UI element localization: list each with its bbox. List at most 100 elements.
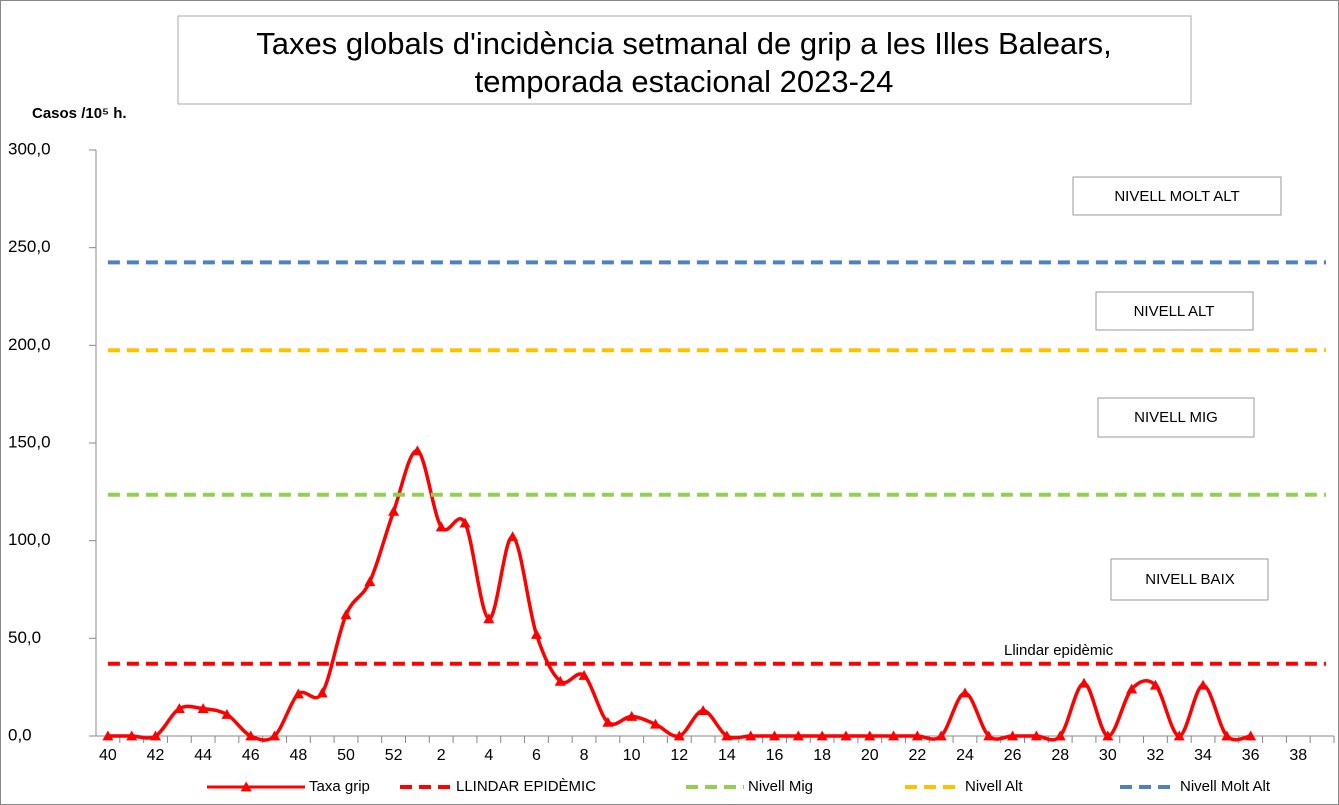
marker — [1245, 730, 1257, 741]
marker — [411, 445, 423, 456]
marker — [816, 730, 828, 741]
marker — [1126, 683, 1138, 694]
x-tick-label: 14 — [718, 747, 736, 764]
marker — [1007, 730, 1019, 741]
marker — [1030, 730, 1042, 741]
legend-label: Nivell Alt — [965, 778, 1023, 795]
x-tick-label: 32 — [1147, 747, 1165, 764]
marker — [1054, 730, 1066, 741]
legend-label: Taxa grip — [309, 778, 370, 795]
marker — [745, 730, 757, 741]
marker — [721, 730, 733, 741]
level-label: NIVELL ALT — [1134, 303, 1215, 320]
x-tick-label: 42 — [147, 747, 165, 764]
x-tick-label: 28 — [1051, 747, 1069, 764]
marker — [792, 730, 804, 741]
x-tick-label: 16 — [766, 747, 784, 764]
marker — [673, 730, 685, 741]
marker — [173, 703, 185, 714]
level-box — [1097, 397, 1255, 438]
marker — [435, 521, 447, 532]
x-tick-label: 44 — [194, 747, 212, 764]
marker — [340, 609, 352, 620]
y-tick-label: 50,0 — [8, 628, 41, 647]
title-box — [177, 15, 1192, 105]
marker — [935, 730, 947, 741]
marker — [697, 705, 709, 716]
y-tick-label: 250,0 — [8, 237, 51, 256]
marker — [483, 613, 495, 624]
x-tick-label: 2 — [437, 747, 446, 764]
y-tick-label: 0,0 — [8, 725, 32, 744]
marker — [1078, 677, 1090, 688]
level-label: NIVELL BAIX — [1145, 571, 1235, 588]
marker — [150, 730, 162, 741]
marker — [554, 675, 566, 686]
y-axis-label: Casos /10⁵ h. — [32, 105, 127, 122]
legend-label: Nivell Mig — [748, 778, 813, 795]
x-tick-label: 48 — [289, 747, 307, 764]
level-label: NIVELL MOLT ALT — [1114, 188, 1239, 205]
x-tick-label: 24 — [956, 747, 974, 764]
legend-label: Nivell Molt Alt — [1180, 778, 1271, 795]
level-box — [1110, 558, 1269, 601]
marker — [1149, 679, 1161, 690]
x-tick-label: 34 — [1194, 747, 1212, 764]
marker — [245, 730, 257, 741]
y-tick-label: 300,0 — [8, 139, 51, 158]
x-tick-label: 40 — [99, 747, 117, 764]
marker — [1197, 679, 1209, 690]
marker — [888, 730, 900, 741]
x-tick-label: 8 — [580, 747, 589, 764]
marker — [769, 730, 781, 741]
marker — [126, 730, 138, 741]
marker — [626, 710, 638, 721]
marker — [459, 517, 471, 528]
marker — [911, 730, 923, 741]
x-tick-label: 36 — [1242, 747, 1260, 764]
marker — [983, 730, 995, 741]
x-tick-label: 22 — [908, 747, 926, 764]
x-tick-label: 52 — [385, 747, 403, 764]
level-label: NIVELL MIG — [1134, 409, 1218, 426]
y-tick-label: 150,0 — [8, 432, 51, 451]
x-tick-label: 50 — [337, 747, 355, 764]
legend-label: LLINDAR EPIDÈMIC — [456, 778, 596, 795]
marker — [1173, 730, 1185, 741]
chart-title: Taxes globals d'incidència setmanal de g… — [256, 26, 1111, 61]
marker — [1102, 730, 1114, 741]
marker — [102, 730, 114, 741]
threshold-label: Llindar epidèmic — [1004, 642, 1114, 659]
y-tick-label: 200,0 — [8, 335, 51, 354]
marker — [864, 730, 876, 741]
marker — [364, 576, 376, 587]
marker — [221, 709, 233, 719]
marker — [292, 688, 304, 699]
marker — [507, 531, 519, 542]
marker — [578, 669, 590, 680]
marker — [197, 703, 209, 714]
x-tick-label: 4 — [484, 747, 493, 764]
x-tick-label: 6 — [532, 747, 541, 764]
marker — [316, 687, 328, 698]
x-tick-label: 20 — [861, 747, 879, 764]
x-tick-label: 38 — [1289, 747, 1307, 764]
marker — [602, 716, 614, 727]
x-tick-label: 12 — [670, 747, 688, 764]
chart-subtitle: temporada estacional 2023-24 — [475, 64, 894, 99]
x-tick-label: 26 — [1004, 747, 1022, 764]
marker — [649, 718, 661, 729]
legend-marker — [240, 781, 252, 792]
x-tick-label: 30 — [1099, 747, 1117, 764]
x-tick-label: 10 — [623, 747, 641, 764]
marker — [388, 505, 400, 516]
marker — [269, 730, 281, 741]
marker — [959, 687, 971, 698]
marker — [530, 628, 542, 639]
y-tick-label: 100,0 — [8, 530, 51, 549]
level-box — [1072, 176, 1282, 216]
x-tick-label: 18 — [813, 747, 831, 764]
marker — [840, 730, 852, 741]
level-box — [1095, 291, 1254, 331]
